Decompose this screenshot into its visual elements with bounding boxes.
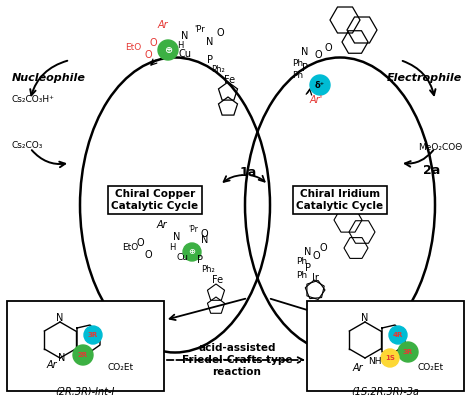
Text: 3R: 3R	[403, 349, 413, 355]
Text: Chiral Copper
Catalytic Cycle: Chiral Copper Catalytic Cycle	[111, 189, 199, 211]
Text: MeO₂COΘ: MeO₂COΘ	[418, 143, 462, 152]
Text: O: O	[312, 251, 320, 261]
Text: O: O	[314, 50, 322, 60]
Text: NH: NH	[368, 357, 382, 367]
Text: Ar': Ar'	[310, 95, 323, 105]
Text: Cs₂CO₃H⁺: Cs₂CO₃H⁺	[12, 96, 55, 105]
Text: acid-assisted
Friedel-Crafts type
reaction: acid-assisted Friedel-Crafts type reacti…	[182, 343, 292, 376]
Text: Ar: Ar	[158, 20, 168, 30]
Text: 1a: 1a	[239, 166, 256, 179]
Text: N: N	[201, 235, 209, 245]
Text: P: P	[197, 255, 203, 265]
Text: P: P	[305, 263, 311, 273]
Text: H: H	[169, 243, 175, 252]
Circle shape	[158, 40, 178, 60]
Text: N: N	[58, 353, 66, 363]
FancyBboxPatch shape	[307, 301, 464, 391]
Text: Fe: Fe	[224, 75, 236, 85]
Text: O: O	[319, 243, 327, 253]
Text: N: N	[206, 37, 214, 47]
Circle shape	[398, 342, 418, 362]
Text: Ar: Ar	[157, 220, 167, 230]
Circle shape	[84, 326, 102, 344]
Text: Cu: Cu	[177, 254, 189, 263]
Text: O: O	[324, 43, 332, 53]
Text: Ar: Ar	[46, 360, 57, 370]
Text: EtO: EtO	[125, 43, 141, 53]
Text: Fe: Fe	[212, 275, 224, 285]
Circle shape	[310, 75, 330, 95]
Text: Ir: Ir	[311, 273, 319, 283]
Circle shape	[381, 349, 399, 367]
Text: (2R,3R)-Int-I: (2R,3R)-Int-I	[55, 387, 115, 395]
Circle shape	[73, 345, 93, 365]
Text: Chiral Iridium
Catalytic Cycle: Chiral Iridium Catalytic Cycle	[296, 189, 383, 211]
Text: O: O	[200, 229, 208, 239]
Text: O: O	[149, 38, 157, 48]
Text: H: H	[177, 41, 183, 51]
Text: Ph: Ph	[292, 58, 303, 68]
Text: Nucleophile: Nucleophile	[12, 73, 86, 83]
Text: 'Pr: 'Pr	[188, 226, 198, 235]
Text: O: O	[144, 50, 152, 60]
Circle shape	[183, 243, 201, 261]
Text: (1S,2R,3R)-3a: (1S,2R,3R)-3a	[351, 387, 419, 395]
Text: Ph₂: Ph₂	[211, 66, 225, 75]
Text: O: O	[136, 238, 144, 248]
Text: N: N	[304, 247, 312, 257]
Text: O: O	[144, 250, 152, 260]
Text: N: N	[56, 313, 64, 323]
Text: 2a: 2a	[423, 164, 441, 177]
Text: N: N	[182, 31, 189, 41]
Text: O: O	[216, 28, 224, 38]
Text: N: N	[301, 47, 309, 57]
Text: CO₂Et: CO₂Et	[108, 363, 134, 372]
Text: N: N	[173, 232, 181, 242]
Text: Ph: Ph	[296, 258, 308, 267]
Text: ⊕: ⊕	[189, 248, 195, 256]
Circle shape	[389, 326, 407, 344]
Text: 'Pr: 'Pr	[195, 26, 205, 34]
Text: Ar: Ar	[353, 363, 363, 373]
Text: P: P	[207, 55, 213, 65]
Text: 4R: 4R	[393, 332, 403, 338]
Text: 1S: 1S	[385, 355, 395, 361]
Text: Cu: Cu	[179, 49, 191, 59]
Text: P: P	[302, 63, 308, 73]
Text: CO₂Et: CO₂Et	[418, 363, 444, 372]
Text: δ⁺: δ⁺	[315, 81, 325, 90]
Text: Cs₂CO₃: Cs₂CO₃	[12, 141, 44, 149]
Text: Ph: Ph	[296, 271, 308, 280]
FancyBboxPatch shape	[7, 301, 164, 391]
Text: ⊕: ⊕	[164, 45, 172, 55]
Text: N: N	[361, 313, 369, 323]
Text: Ph: Ph	[292, 71, 303, 81]
Text: Electrophile: Electrophile	[387, 73, 462, 83]
Text: 3R: 3R	[88, 332, 98, 338]
Text: Ph₂: Ph₂	[201, 265, 215, 275]
Text: EtO: EtO	[122, 243, 138, 252]
Text: 2R: 2R	[78, 352, 88, 358]
